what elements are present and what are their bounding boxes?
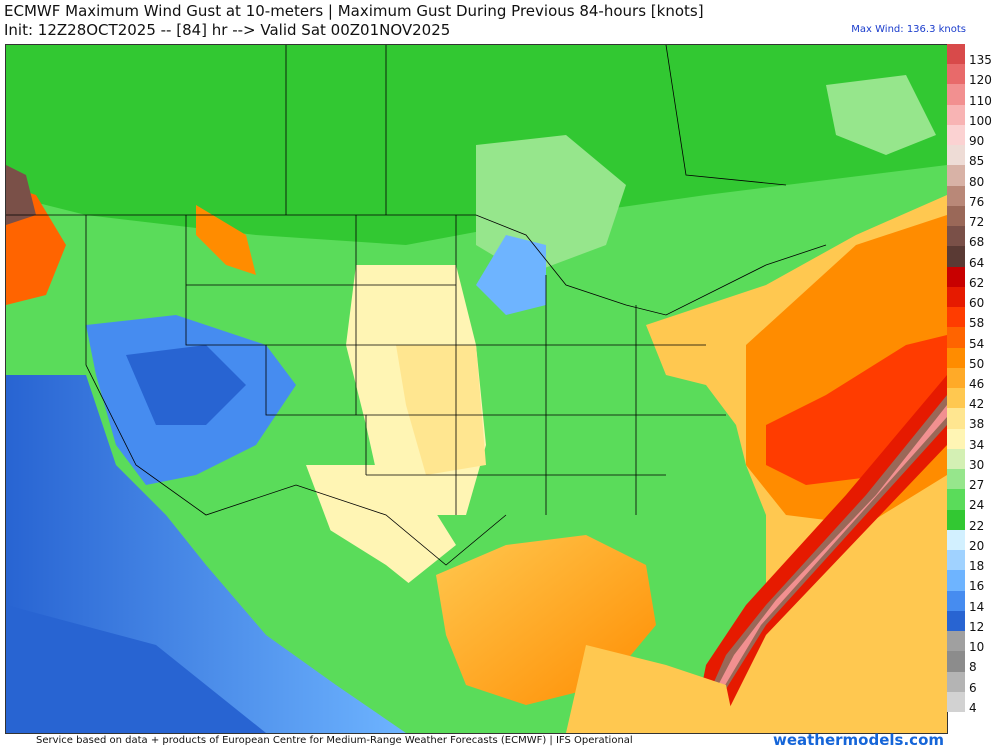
data-credit: Service based on data + products of Euro… [36, 735, 633, 746]
color-scale-label: 24 [969, 498, 985, 513]
color-scale-label: 50 [969, 356, 985, 371]
color-scale-cell [947, 691, 965, 713]
color-scale-label: 42 [969, 397, 985, 412]
map-canvas [6, 45, 947, 733]
color-scale-label: 16 [969, 579, 985, 594]
color-scale-label: 27 [969, 478, 985, 493]
color-scale-cell [947, 550, 965, 571]
color-scale-cell [947, 590, 965, 612]
color-scale-label: 60 [969, 296, 985, 311]
map-subtitle: Init: 12Z28OCT2025 -- [84] hr --> Valid … [4, 21, 451, 39]
pacific-deep [6, 605, 266, 733]
texas-region [306, 465, 456, 585]
wind-gust-map [5, 44, 948, 734]
plains-stronger [396, 345, 486, 475]
color-scale-cell [947, 44, 965, 65]
mexico-land [186, 485, 476, 733]
rockies-gust [196, 205, 256, 275]
color-scale-cell [947, 671, 965, 693]
brand-link[interactable]: weathermodels.com [772, 731, 944, 749]
great-basin-core [126, 345, 246, 425]
color-scale-label: 135 [969, 53, 992, 68]
caribbean-sea [566, 645, 736, 733]
color-scale-bar [947, 44, 965, 713]
color-scale-cell [947, 145, 965, 166]
color-scale-cell [947, 631, 965, 652]
color-scale-label: 90 [969, 134, 985, 149]
color-scale-cell [947, 266, 965, 288]
color-scale-label: 14 [969, 599, 985, 614]
color-scale-label: 4 [969, 700, 977, 715]
color-scale-cell [947, 509, 965, 531]
color-scale-cell [947, 185, 965, 207]
color-scale-label: 6 [969, 680, 977, 695]
color-scale-cell [947, 570, 965, 592]
color-scale-cell [947, 610, 965, 632]
color-scale-label: 30 [969, 457, 985, 472]
color-scale-label: 62 [969, 275, 985, 290]
color-scale-label: 54 [969, 336, 985, 351]
color-scale-label: 46 [969, 377, 985, 391]
color-scale-cell [947, 529, 965, 551]
color-scale-cell [947, 367, 965, 389]
color-scale-cell [947, 286, 965, 308]
color-scale-label: 58 [969, 316, 985, 331]
color-scale-label: 64 [969, 255, 985, 270]
color-scale-cell [947, 469, 965, 490]
pacific-nw-core [6, 165, 36, 225]
color-scale-cell [947, 428, 965, 450]
color-scale-label: 120 [969, 73, 992, 88]
color-scale-cell [947, 165, 965, 187]
color-scale-label: 18 [969, 559, 985, 574]
color-scale-label: 68 [969, 235, 985, 250]
color-scale-label: 12 [969, 619, 985, 634]
color-scale-cell [947, 64, 965, 85]
color-scale-cell [947, 651, 965, 672]
color-scale-cell [947, 84, 965, 106]
color-scale-label: 110 [969, 93, 992, 108]
political-borders [6, 45, 827, 566]
color-scale-label: 80 [969, 174, 985, 189]
map-title: ECMWF Maximum Wind Gust at 10-meters | M… [4, 2, 704, 20]
color-scale-label: 22 [969, 518, 985, 533]
color-scale-cell [947, 124, 965, 146]
color-scale-label: 8 [969, 660, 977, 675]
lake-winnipeg-area [476, 235, 546, 315]
color-scale-cell [947, 388, 965, 409]
color-scale-label: 76 [969, 194, 985, 209]
color-scale-cell [947, 307, 965, 328]
color-scale-label: 85 [969, 154, 985, 169]
color-scale-cell [947, 408, 965, 430]
labrador-area [826, 75, 936, 155]
color-scale-cell [947, 205, 965, 227]
color-scale-label: 38 [969, 417, 985, 432]
color-scale-label: 10 [969, 640, 985, 655]
color-scale-cell [947, 226, 965, 247]
color-scale-cell [947, 246, 965, 268]
color-scale-cell [947, 489, 965, 511]
color-scale-label: 34 [969, 437, 985, 452]
color-scale-cell [947, 327, 965, 349]
color-scale-label: 72 [969, 215, 985, 230]
max-wind-label: Max Wind: 136.3 knots [851, 24, 966, 35]
color-scale-label: 100 [969, 113, 992, 128]
color-scale-cell [947, 104, 965, 126]
color-scale-cell [947, 448, 965, 470]
color-scale-label: 20 [969, 538, 985, 553]
color-scale-cell [947, 347, 965, 369]
